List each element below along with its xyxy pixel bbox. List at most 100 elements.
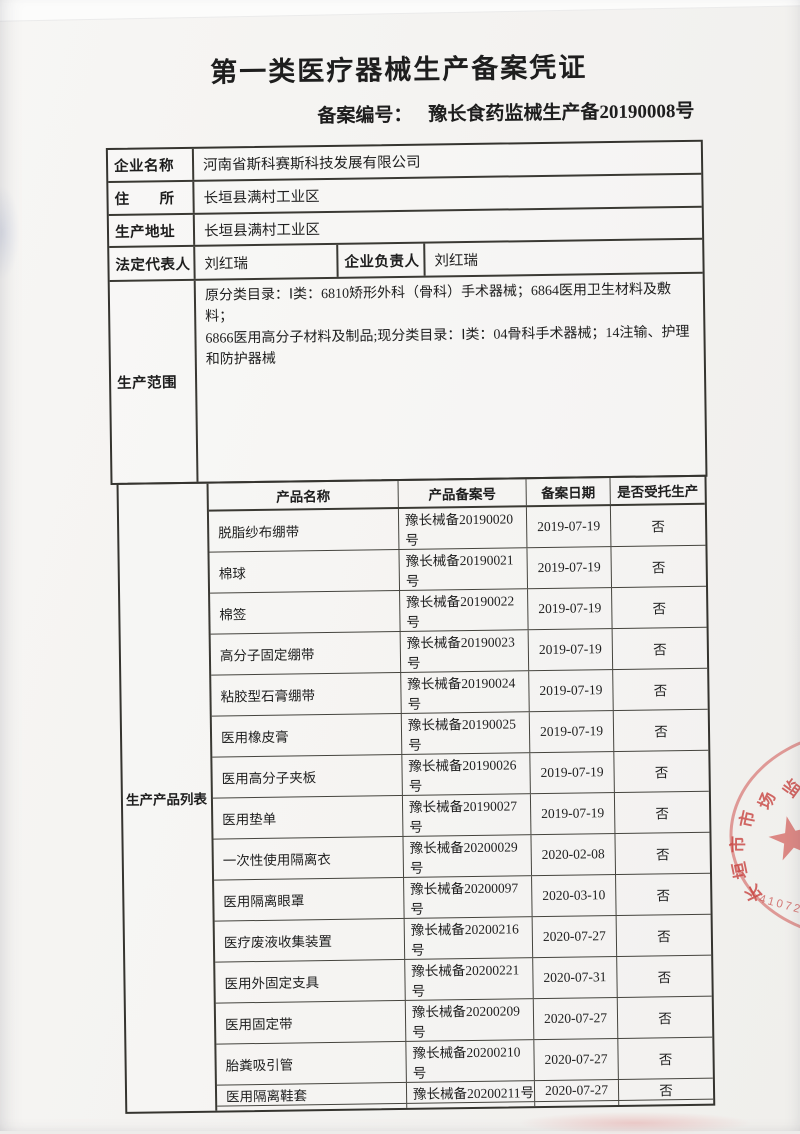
product-record-no-cell: 豫长械备20190022号 xyxy=(400,589,529,631)
product-name-cell: 医用隔离眼罩 xyxy=(214,877,405,921)
product-name-cell: 废液收集袋 xyxy=(217,1103,408,1114)
product-name-cell: 医用隔离鞋套 xyxy=(216,1082,408,1106)
product-name-header: 产品名称 xyxy=(208,481,399,510)
table-row: 棉球 豫长械备20190021号 2019-07-19 否 xyxy=(209,545,707,594)
record-date-cell: 2019-07-19 xyxy=(526,506,612,548)
product-record-no-cell: 豫长械备20200221号 xyxy=(405,958,534,1000)
table-row: 高分子固定绷带 豫长械备20190023号 2019-07-19 否 xyxy=(210,627,708,676)
product-record-no-cell: 豫长械备20190025号 xyxy=(401,712,531,754)
record-date-cell: 2019-07-19 xyxy=(530,793,616,835)
product-name-cell: 一次性使用隔离衣 xyxy=(213,836,405,880)
entrusted-cell: 否 xyxy=(653,642,667,658)
product-record-no-cell: 豫长械备20190021号 xyxy=(399,548,529,590)
product-record-no-cell: 豫长械备20200211号 xyxy=(406,1081,536,1103)
production-scope-text: 原分类目录：Ⅰ类：6810矫形外科（骨科）手术器械；6864医用卫生材料及敷料；… xyxy=(204,282,690,368)
company-manager-value: 刘红瑞 xyxy=(434,252,479,269)
entrusted-cell: 否 xyxy=(654,724,668,740)
table-row: 医用高分子夹板 豫长械备20190026号 2019-07-19 否 xyxy=(212,750,709,799)
stamp-arc-char: 市 xyxy=(728,835,748,853)
entrusted-cell: 否 xyxy=(653,683,668,699)
record-date-cell: 2020-07-31 xyxy=(533,956,618,999)
table-row: 医用固定带 豫长械备20200209号 2020-07-27 否 xyxy=(215,996,713,1045)
table-row: 医用外固定支具 豫长械备20200221号 2020-07-31 否 xyxy=(215,955,712,1004)
stamp-arc-char: 垣 xyxy=(729,860,752,881)
record-number-label: 备案编号： xyxy=(317,104,413,128)
product-name-cell: 医疗废液收集装置 xyxy=(214,918,406,962)
product-name-cell: 胎粪吸引管 xyxy=(216,1041,407,1085)
entrusted-cell: 否 xyxy=(658,1052,673,1068)
entrusted-cell: 否 xyxy=(655,806,670,822)
table-row: 医用垫单 豫长械备20190027号 2019-07-19 否 xyxy=(212,791,710,840)
product-record-no-cell: 豫长械备20200029号 xyxy=(403,835,533,877)
product-name-cell: 高分子固定绷带 xyxy=(210,631,402,675)
record-date-cell: 2020-07-27 xyxy=(532,916,618,958)
product-record-no-cell: 豫长械备20200212号 xyxy=(407,1102,536,1114)
table-row: 一次性使用隔离衣 豫长械备20200029号 2020-02-08 否 xyxy=(213,832,711,881)
record-date-cell: 2019-07-19 xyxy=(528,629,614,671)
product-name-cell: 粘胶型石膏绷带 xyxy=(211,672,402,716)
entrusted-cell: 否 xyxy=(651,560,666,576)
product-table-side-label: 生产产品列表 xyxy=(118,483,218,1112)
table-row: 医用隔离眼罩 豫长械备20200097号 2020-03-10 否 xyxy=(214,873,711,922)
company-manager-label: 企业负责人 xyxy=(338,243,426,277)
product-name-cell: 棉球 xyxy=(209,549,401,593)
entrusted-cell: 否 xyxy=(659,1083,673,1099)
record-date-cell: 2019-07-19 xyxy=(527,547,613,589)
product-rows: 脱脂纱布绷带 豫长械备20190020号 2019-07-19 否棉球 豫长械备2019… xyxy=(208,504,714,1114)
entrusted-cell: 否 xyxy=(654,765,669,781)
entrusted-cell: 否 xyxy=(657,970,672,986)
scan-smudge-bottom xyxy=(520,1112,750,1134)
record-date-cell: 2020-03-10 xyxy=(532,875,617,917)
product-name-cell: 医用高分子夹板 xyxy=(212,754,403,798)
production-scope-label: 生产范围 xyxy=(109,280,199,483)
product-record-no-cell: 豫长械备20200210号 xyxy=(406,1040,535,1082)
company-info-table: 企业名称 河南省斯科赛斯科技发展有限公司 住 所 长垣县满村工业区 生产地址 长… xyxy=(105,139,708,486)
entrusted-cell: 否 xyxy=(651,519,666,535)
company-name-label: 企业名称 xyxy=(107,148,195,182)
table-row: 医疗废液收集装置 豫长械备20200216号 2020-07-27 否 xyxy=(214,914,712,963)
table-row: 胎粪吸引管 豫长械备20200210号 2020-07-27 否 xyxy=(216,1037,713,1086)
company-name-value: 河南省斯科赛斯科技发展有限公司 xyxy=(202,154,421,174)
record-date-cell: 2020-07-27 xyxy=(534,1079,620,1102)
record-date-cell: 2020-02-08 xyxy=(531,834,617,876)
official-stamp: ★ 长垣市市场监 41072 xyxy=(698,720,800,942)
info-row-production-scope: 生产范围 原分类目录：Ⅰ类：6810矫形外科（骨科）手术器械；6864医用卫生材… xyxy=(109,274,706,483)
product-record-no-cell: 豫长械备20200209号 xyxy=(405,999,535,1041)
product-name-cell: 医用垫单 xyxy=(212,795,404,839)
address-label: 住 所 xyxy=(108,181,195,215)
legal-representative-label: 法定代表人 xyxy=(109,246,196,281)
table-row: 棉签 豫长械备20190022号 2019-07-19 否 xyxy=(210,586,707,635)
product-name-cell: 棉签 xyxy=(210,590,401,634)
record-date-cell: 2020-07-27 xyxy=(534,1038,619,1081)
record-date-cell: 2020-07-27 xyxy=(533,997,619,1040)
record-date-cell: 2019-07-19 xyxy=(529,670,614,712)
stamp-arc-char: 市 xyxy=(736,808,759,830)
record-date-header: 备案日期 xyxy=(526,478,611,506)
product-record-no-cell: 豫长械备20200216号 xyxy=(404,917,534,959)
entrusted-cell: 否 xyxy=(658,1011,672,1027)
entrusted-cell: 否 xyxy=(657,929,671,945)
entrusted-cell: 否 xyxy=(656,888,671,904)
stamp-arc-text: 长垣市市场监 xyxy=(698,720,800,905)
product-name-cell: 脱脂纱布绷带 xyxy=(208,509,400,552)
record-date-cell: 2019-07-19 xyxy=(528,588,613,630)
product-record-no-cell: 豫长械备20190027号 xyxy=(402,794,532,836)
table-row: 医用橡皮膏 豫长械备20190025号 2019-07-19 否 xyxy=(211,709,709,758)
product-name-cell: 医用外固定支具 xyxy=(215,959,406,1003)
entrusted-cell: 否 xyxy=(655,847,670,863)
table-row: 粘胶型石膏绷带 豫长械备20190024号 2019-07-19 否 xyxy=(211,668,708,717)
entrusted-production-header: 是否受托生产 xyxy=(617,483,699,500)
record-date-cell: 2019-07-19 xyxy=(530,752,615,794)
product-table-main: 产品名称 产品备案号 备案日期 是否受托生产 脱脂纱布绷带 豫长械备2019002… xyxy=(208,476,714,1114)
production-address-value: 长垣县满村工业区 xyxy=(203,221,321,240)
product-record-no-header: 产品备案号 xyxy=(398,479,527,508)
product-name-cell: 医用橡皮膏 xyxy=(211,713,403,757)
scan-smudge-left xyxy=(0,185,20,280)
table-row: 脱脂纱布绷带 豫长械备20190020号 2019-07-19 否 xyxy=(208,504,706,553)
record-date-cell: 2019-07-19 xyxy=(529,711,615,753)
product-table: 生产产品列表 产品名称 产品备案号 备案日期 是否受托生产 脱脂纱布绷带 豫长械备… xyxy=(116,474,716,1114)
product-record-no-cell: 豫长械备20190024号 xyxy=(401,671,530,713)
page-title: 第一类医疗器械生产备案凭证 xyxy=(210,52,588,88)
